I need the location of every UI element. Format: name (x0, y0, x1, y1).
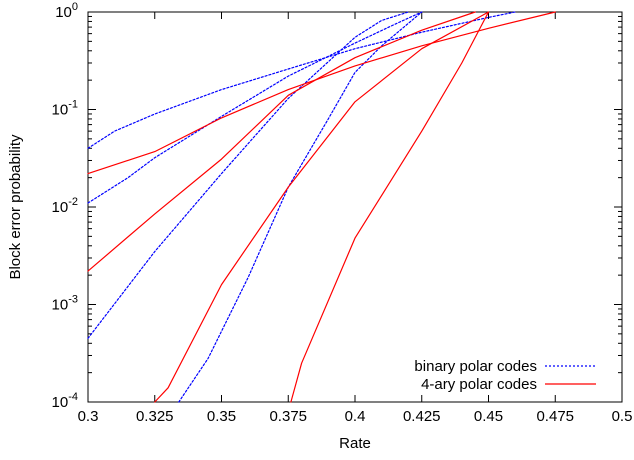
y-tick-base: 10 (52, 199, 69, 216)
x-tick-label: 0.5 (612, 408, 633, 425)
y-tick-label: 10-2 (52, 196, 78, 216)
y-tick-exponent: -3 (68, 294, 78, 306)
y-tick-exponent: -1 (68, 99, 78, 111)
x-tick-label: 0.45 (474, 408, 503, 425)
quaternary-series-line (87, 11, 476, 272)
plot-frame (87, 11, 623, 403)
x-axis-label: Rate (339, 435, 371, 452)
y-tick-base: 10 (52, 102, 69, 119)
x-tick-label: 0.3 (78, 408, 99, 425)
quaternary-series-line (154, 11, 490, 403)
y-tick-base: 10 (55, 4, 72, 21)
x-tick-label: 0.375 (269, 408, 307, 425)
y-tick-exponent: -4 (68, 391, 78, 403)
x-axis: 0.3 0.325 0.35 0.375 0.4 0.425 0.45 0.475 0.5 (78, 12, 633, 425)
quaternary-series-line (290, 11, 490, 403)
binary-series-line (87, 11, 423, 204)
y-tick-exponent: -2 (68, 196, 78, 208)
legend-label: 4-ary polar codes (421, 376, 537, 393)
y-tick-label: 100 (55, 1, 78, 21)
legend-label: binary polar codes (414, 358, 537, 375)
x-tick-label: 0.325 (136, 408, 174, 425)
y-axis-label: Block error probability (7, 134, 24, 280)
binary-series-line (178, 11, 423, 403)
y-tick-base: 10 (52, 297, 69, 314)
binary-series-line (87, 11, 516, 149)
x-tick-label: 0.4 (345, 408, 366, 425)
y-tick-label: 10-1 (52, 99, 78, 119)
y-tick-exponent: 0 (72, 1, 78, 13)
y-tick-label: 10-4 (52, 391, 78, 411)
x-tick-label: 0.475 (536, 408, 574, 425)
y-tick-base: 10 (52, 394, 69, 411)
quaternary-series-line (87, 11, 556, 175)
x-tick-label: 0.35 (207, 408, 236, 425)
series-layer (87, 11, 556, 403)
x-tick-label: 0.425 (403, 408, 441, 425)
binary-series-line (87, 11, 409, 339)
y-tick-label: 10-3 (52, 294, 78, 314)
